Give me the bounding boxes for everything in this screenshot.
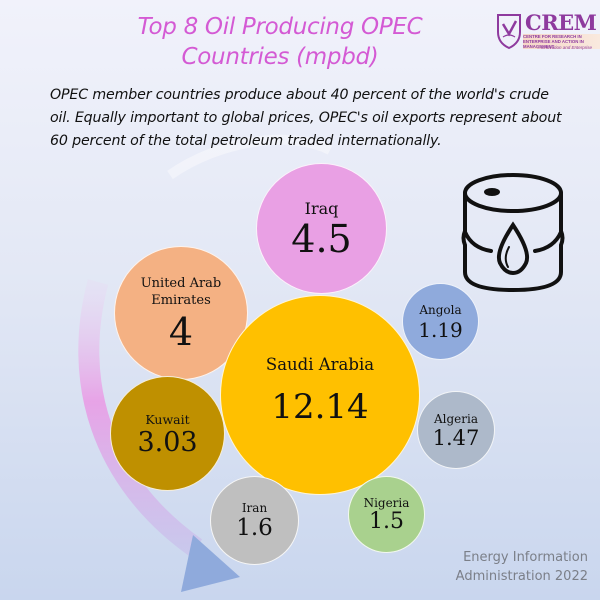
country-value: 4.5	[291, 217, 352, 261]
country-name: Emirates	[151, 293, 211, 308]
bubble-iraq: Iraq 4.5	[256, 163, 387, 294]
country-value: 1.47	[432, 425, 480, 450]
bubble-uae: United Arab Emirates 4	[114, 246, 248, 380]
country-value: 1.6	[236, 515, 273, 541]
bubble-kuwait: Kuwait 3.03	[110, 376, 225, 491]
country-name: Nigeria	[363, 496, 410, 510]
bubble-iran: Iran 1.6	[210, 476, 299, 565]
logo-subtitle: CENTRE FOR RESEARCH IN ENTERPRISE AND AC…	[523, 34, 600, 49]
country-value: 1.19	[418, 318, 463, 342]
logo-name: CREM	[525, 10, 597, 35]
country-name: Iraq	[304, 199, 339, 218]
country-value: 3.03	[137, 426, 198, 458]
source-line-2: Administration 2022	[455, 569, 588, 584]
intro-paragraph: OPEC member countries produce about 40 p…	[50, 87, 562, 149]
bubble-algeria: Algeria 1.47	[417, 391, 495, 469]
bubble-nigeria: Nigeria 1.5	[348, 476, 425, 553]
title-line-2: Countries (mpbd)	[181, 44, 379, 70]
country-name: Iran	[241, 501, 268, 515]
country-name: Algeria	[433, 411, 478, 426]
logo-tagline: ...Innovation and Enterprise	[537, 45, 593, 50]
country-name: Kuwait	[145, 411, 190, 427]
country-name: United Arab	[140, 276, 222, 291]
country-value: 4	[168, 310, 194, 354]
bubble-saudi-arabia: Saudi Arabia 12.14	[220, 295, 420, 495]
country-value: 1.5	[369, 509, 404, 534]
title-line-1: Top 8 Oil Producing OPEC	[137, 14, 423, 40]
country-name: Angola	[419, 303, 462, 317]
shield-icon	[497, 14, 521, 50]
crem-logo: CREM CENTRE FOR RESEARCH IN ENTERPRISE A…	[495, 10, 600, 55]
page-title: Top 8 Oil Producing OPEC Countries (mpbd…	[100, 12, 460, 72]
source-credit: Energy Information Administration 2022	[440, 548, 588, 586]
country-value: 12.14	[271, 386, 369, 427]
source-line-1: Energy Information	[463, 550, 588, 565]
country-name: Saudi Arabia	[265, 354, 375, 374]
bubble-angola: Angola 1.19	[402, 283, 479, 360]
